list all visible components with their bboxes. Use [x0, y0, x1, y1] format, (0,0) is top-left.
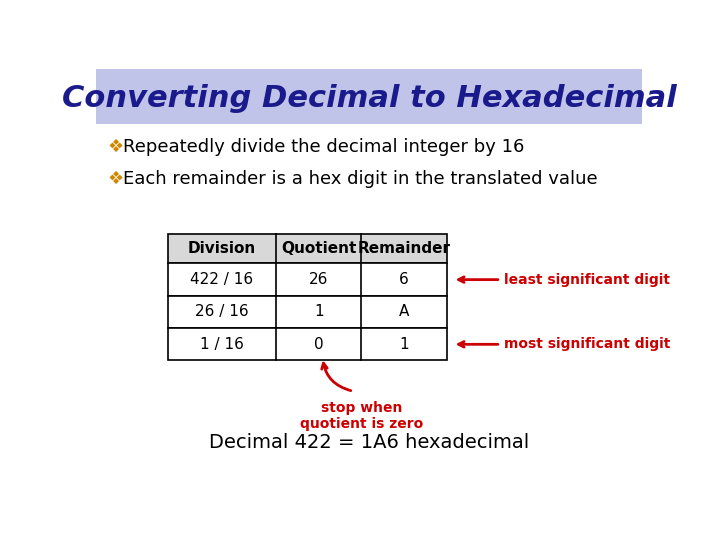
Bar	[168, 296, 446, 328]
Text: Remainder: Remainder	[357, 241, 451, 256]
Bar	[168, 234, 446, 264]
Text: 26 / 16: 26 / 16	[195, 305, 248, 320]
Text: Each remainder is a hex digit in the translated value: Each remainder is a hex digit in the tra…	[122, 170, 597, 188]
Text: Converting Decimal to Hexadecimal: Converting Decimal to Hexadecimal	[62, 84, 676, 113]
Text: 26: 26	[309, 272, 328, 287]
Bar	[168, 328, 446, 361]
Text: most significant digit: most significant digit	[504, 338, 670, 352]
Text: A: A	[399, 305, 409, 320]
Text: stop when
quotient is zero: stop when quotient is zero	[300, 401, 423, 431]
Text: 6: 6	[399, 272, 409, 287]
Text: 1 / 16: 1 / 16	[200, 337, 243, 352]
Text: ❖: ❖	[107, 138, 123, 156]
Text: 0: 0	[314, 337, 323, 352]
Text: Quotient: Quotient	[281, 241, 356, 256]
Text: ❖: ❖	[107, 170, 123, 188]
Text: Division: Division	[188, 241, 256, 256]
Bar	[168, 264, 446, 296]
Text: least significant digit: least significant digit	[504, 273, 670, 287]
Text: 1: 1	[399, 337, 409, 352]
Bar	[96, 69, 642, 124]
Text: 422 / 16: 422 / 16	[190, 272, 253, 287]
Text: Decimal 422 = 1A6 hexadecimal: Decimal 422 = 1A6 hexadecimal	[209, 433, 529, 451]
Text: 1: 1	[314, 305, 323, 320]
Text: Repeatedly divide the decimal integer by 16: Repeatedly divide the decimal integer by…	[122, 138, 524, 156]
